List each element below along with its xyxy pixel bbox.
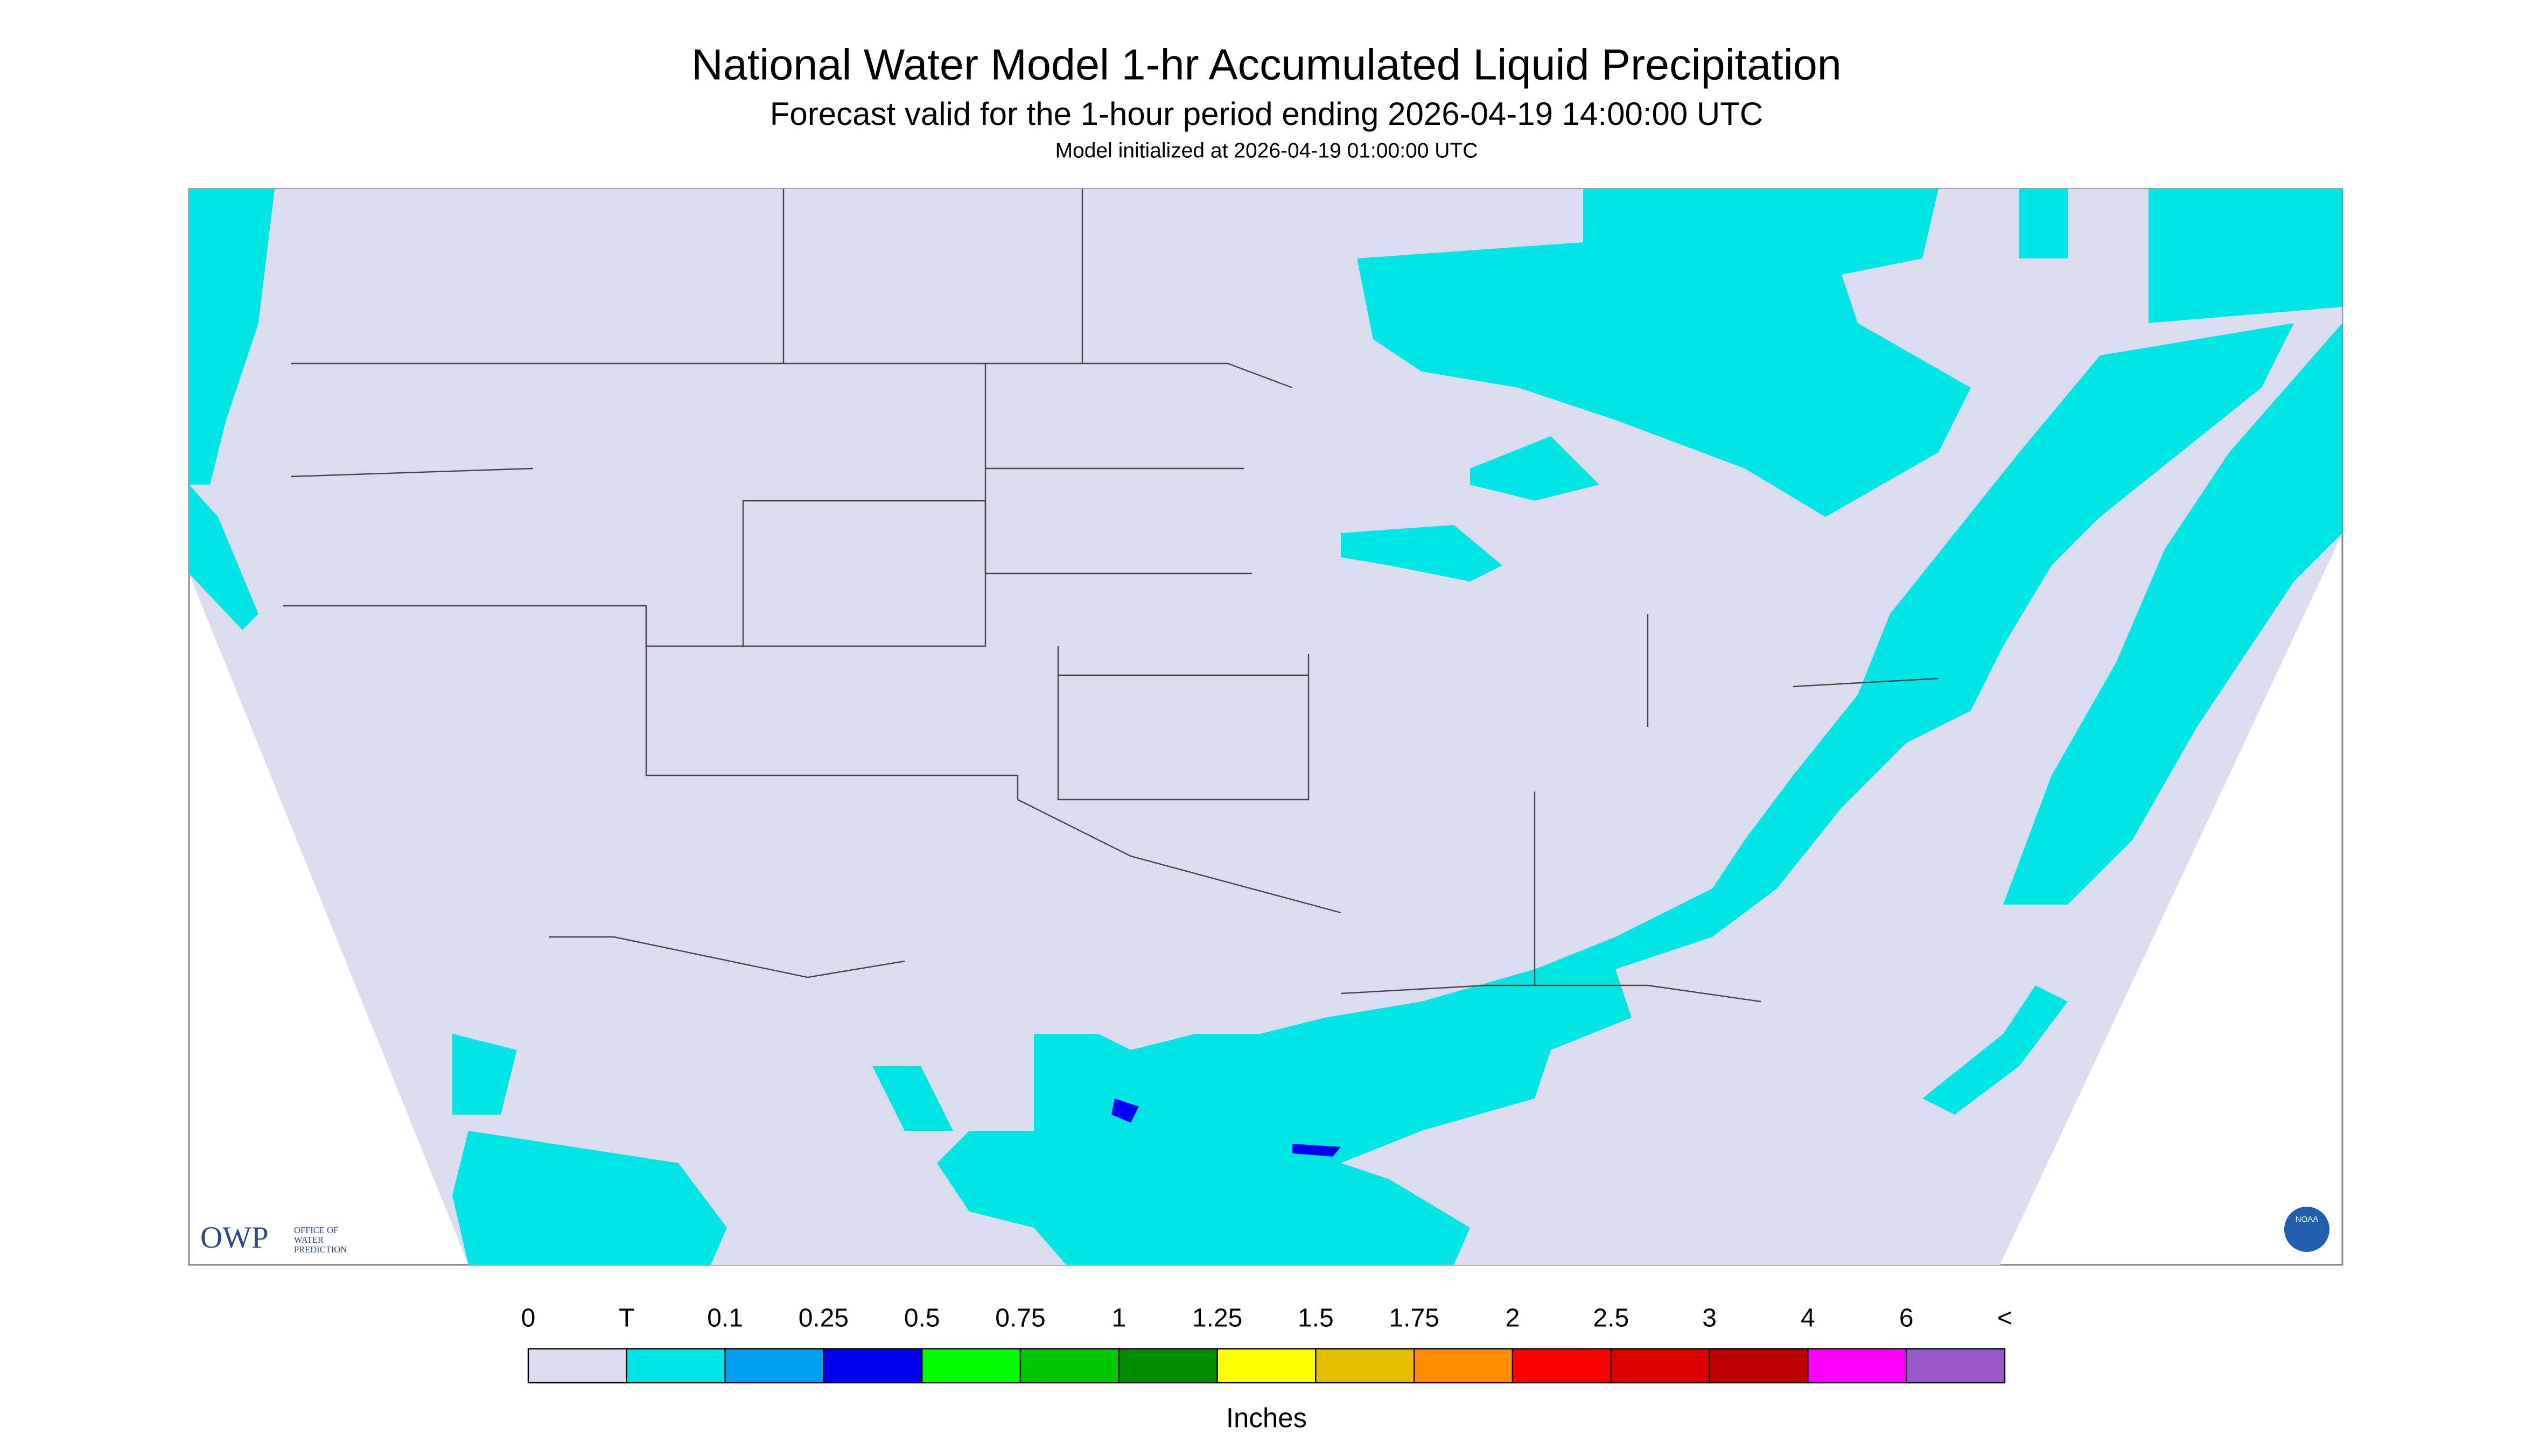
noaa-text: NOAA: [2296, 1215, 2319, 1224]
legend-label: 4: [1801, 1304, 1815, 1333]
legend-label: 6: [1899, 1304, 1914, 1333]
legend-swatch: [1610, 1348, 1710, 1384]
legend-label: 0.5: [904, 1304, 940, 1333]
legend-swatch: [1512, 1348, 1612, 1384]
legend-units: Inches: [1226, 1402, 1307, 1433]
legend-swatch: [1216, 1348, 1317, 1384]
legend-swatch: [1118, 1348, 1218, 1384]
legend-swatch: [921, 1348, 1021, 1384]
legend-label: <: [1997, 1304, 2012, 1333]
legend-label: 1.75: [1389, 1304, 1439, 1333]
legend-swatch: [1807, 1348, 1907, 1384]
legend-swatch: [1315, 1348, 1415, 1384]
noaa-badge: [2284, 1207, 2329, 1252]
legend-label: 3: [1702, 1304, 1717, 1333]
legend-label: T: [619, 1304, 634, 1333]
legend-label: 2.5: [1593, 1304, 1629, 1333]
legend-swatch: [1709, 1348, 1809, 1384]
legend-swatch: [1905, 1348, 2006, 1384]
legend-label: 2: [1506, 1304, 1520, 1333]
logo-line: OFFICE OF: [294, 1225, 338, 1235]
logo-line: PREDICTION: [294, 1244, 347, 1255]
legend-swatch: [626, 1348, 726, 1384]
legend-swatch: [527, 1348, 628, 1384]
precip-areas: [189, 189, 2342, 1265]
legend-label: 0.1: [707, 1304, 743, 1333]
logo-line: WATER: [294, 1235, 324, 1245]
legend-label: 0: [521, 1304, 536, 1333]
legend: 0 T 0.1 0.25 0.5 0.75 1 1.25 1.5 1.75 2 2.5 3 4 6 <: [521, 1304, 2012, 1384]
boundaries: [283, 189, 1939, 1003]
legend-swatch: [823, 1348, 923, 1384]
subtitle: Forecast valid for the 1-hour period end…: [770, 96, 1763, 132]
legend-swatch: [724, 1348, 824, 1384]
logo-owp: OWP: [200, 1221, 269, 1255]
legend-swatch: [1414, 1348, 1514, 1384]
legend-label: 0.75: [995, 1304, 1045, 1333]
title: National Water Model 1-hr Accumulated Li…: [691, 40, 1842, 89]
heavy-cells: [1111, 1098, 1341, 1157]
init-time: Model initialized at 2026-04-19 01:00:00…: [1055, 139, 1478, 162]
legend-label: 1: [1111, 1304, 1126, 1333]
legend-label: 1.5: [1298, 1304, 1334, 1333]
legend-swatch: [1019, 1348, 1120, 1384]
legend-label: 0.25: [799, 1304, 849, 1333]
legend-label: 1.25: [1192, 1304, 1242, 1333]
